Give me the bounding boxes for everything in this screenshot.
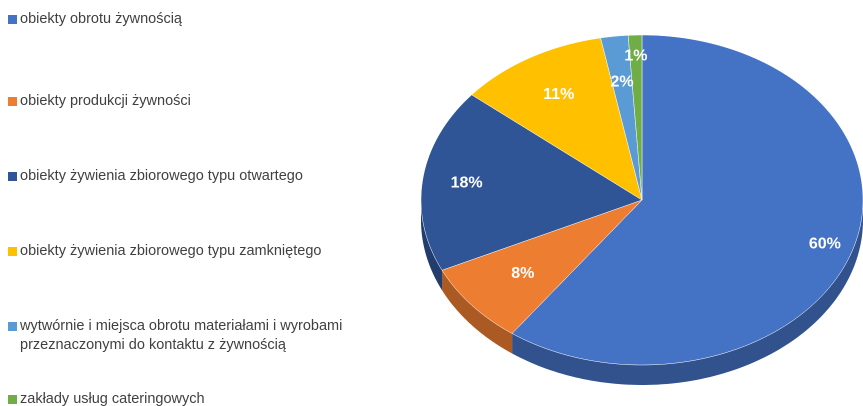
data-label: 1% [624, 48, 647, 65]
slice [511, 34, 863, 366]
legend-label: wytwórnie i miejsca obrotu materiałami i… [20, 318, 343, 353]
legend-label: zakłady usług cateringowych [20, 391, 205, 406]
legend-item: obiekty obrotu żywnością [8, 10, 388, 29]
legend-item: zakłady usług cateringowych [8, 390, 388, 406]
legend-item: obiekty żywienia zbiorowego typu zamknię… [8, 242, 388, 261]
legend-label: obiekty żywienia zbiorowego typu zamknię… [20, 243, 322, 259]
legend-label: obiekty obrotu żywnością [20, 11, 182, 27]
legend-swatch [8, 322, 17, 331]
legend-swatch [8, 15, 17, 24]
data-label: 8% [511, 265, 534, 282]
slice [420, 94, 643, 271]
data-label: 2% [610, 73, 633, 90]
data-label: 11% [543, 86, 574, 103]
slice [600, 35, 643, 201]
legend-label: obiekty żywienia zbiorowego typu otwarte… [20, 168, 303, 184]
legend-label: obiekty produkcji żywności [20, 93, 191, 109]
slice-side [442, 270, 513, 354]
slice-side [421, 200, 443, 291]
data-label: 60% [809, 236, 841, 253]
legend-swatch [8, 172, 17, 181]
legend-item: obiekty żywienia zbiorowego typu otwarte… [8, 167, 388, 186]
slice [627, 34, 643, 201]
slice [471, 37, 643, 201]
slice-side [512, 200, 863, 385]
legend-swatch [8, 97, 17, 106]
legend-swatch [8, 395, 17, 404]
legend-swatch [8, 247, 17, 256]
legend-item: wytwórnie i miejsca obrotu materiałami i… [8, 317, 388, 355]
slice [441, 199, 643, 334]
legend-item: obiekty produkcji żywności [8, 92, 388, 111]
data-label: 18% [451, 175, 483, 192]
